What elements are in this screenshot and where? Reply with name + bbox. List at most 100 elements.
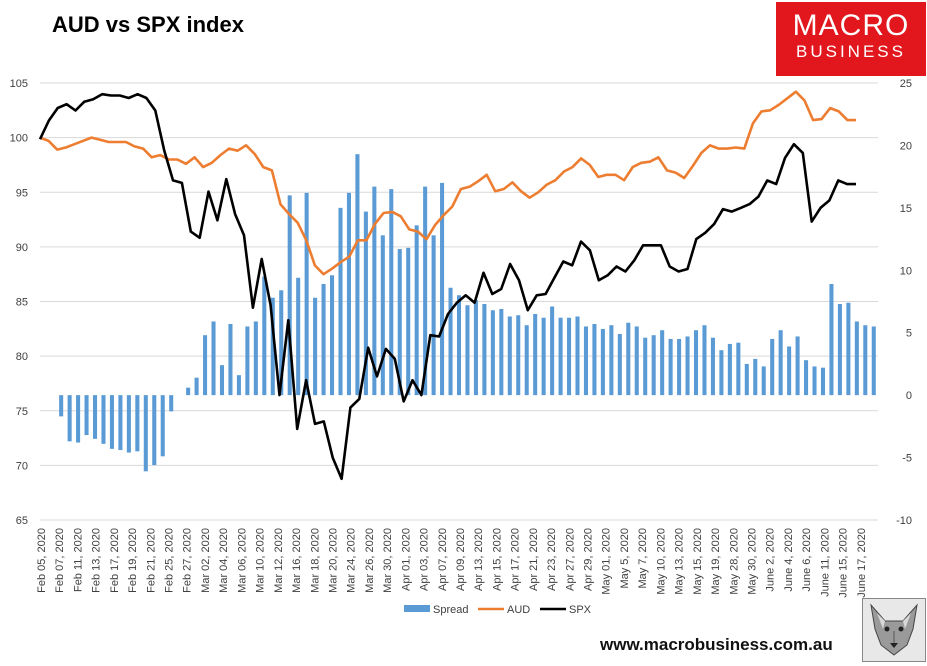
x-tick-label: Mar 02, 2020: [200, 528, 212, 593]
spread-bar: [143, 395, 148, 472]
x-axis-labels: Feb 05, 2020 Feb 07, 2020 Feb 11, 2020 Feb …: [36, 528, 868, 598]
spread-bar: [820, 367, 826, 396]
spread-bar: [169, 395, 174, 412]
spread-bar: [710, 337, 715, 396]
spread-bar: [533, 313, 538, 396]
spread-bar: [719, 350, 724, 396]
x-tick-label: Feb 25, 2020: [164, 528, 176, 593]
x-tick-label: June 4, 2020: [783, 528, 795, 592]
spread-bar: [84, 395, 89, 436]
aud-line: [39, 90, 856, 276]
spread-bar: [634, 326, 639, 396]
spread-bar: [846, 302, 851, 396]
x-tick-label: Feb 17, 2020: [109, 528, 121, 593]
x-tick-label: Apr 23, 2020: [546, 528, 558, 591]
x-tick-label: Feb 19, 2020: [127, 528, 139, 593]
left-tick-label: 95: [16, 187, 28, 199]
spread-bar: [804, 360, 809, 396]
spread-bar: [693, 330, 699, 396]
legend-spread-swatch: [404, 605, 430, 612]
spread-bar: [126, 395, 131, 453]
spread-bar: [448, 287, 453, 396]
x-tick-label: Mar 30, 2020: [382, 528, 394, 593]
x-tick-label: Apr 17, 2020: [510, 528, 522, 591]
spread-bar: [677, 338, 682, 396]
x-tick-label: Apr 15, 2020: [491, 528, 503, 591]
x-tick-label: May 5, 2020: [619, 528, 631, 589]
spread-bar: [253, 321, 258, 396]
x-tick-label: Mar 20, 2020: [327, 528, 339, 593]
spread-bar: [753, 358, 758, 396]
x-tick-label: Apr 01, 2020: [400, 528, 412, 591]
spread-bar: [313, 297, 318, 396]
x-tick-label: Mar 12, 2020: [273, 528, 285, 593]
right-tick-label: 10: [900, 265, 912, 277]
spread-bar: [186, 387, 191, 396]
spread-bar: [660, 330, 665, 396]
x-tick-label: Apr 29, 2020: [583, 528, 595, 591]
x-tick-label: Mar 26, 2020: [364, 528, 376, 593]
spread-bar: [304, 192, 309, 396]
logo-line-1: MACRO: [792, 9, 910, 42]
spread-bars: [59, 154, 876, 472]
x-tick-label: May 10, 2020: [655, 528, 667, 595]
right-tick-label: 5: [906, 328, 912, 340]
spread-bar: [380, 235, 385, 396]
spread-bar: [245, 326, 250, 396]
spx-line: [38, 92, 856, 481]
right-tick-label: 15: [900, 203, 912, 215]
x-tick-label: Mar 06, 2020: [236, 528, 248, 593]
left-tick-label: 105: [10, 78, 28, 90]
spread-bar: [465, 305, 470, 396]
left-tick-label: 80: [16, 351, 28, 363]
x-tick-label: Feb 13, 2020: [91, 528, 103, 593]
x-tick-label: Mar 24, 2020: [346, 528, 358, 593]
x-tick-label: May 15, 2020: [692, 528, 704, 595]
spread-bar: [482, 303, 487, 396]
spread-bar: [414, 225, 419, 396]
left-tick-label: 65: [16, 515, 28, 527]
x-tick-label: Apr 27, 2020: [564, 528, 576, 591]
wolf-emblem-icon: [862, 598, 926, 662]
spread-bar: [194, 377, 199, 396]
x-tick-label: Apr 03, 2020: [419, 528, 431, 591]
spread-bar: [702, 325, 707, 396]
spread-bar: [76, 395, 81, 443]
spread-bar: [355, 154, 360, 396]
x-tick-label: Feb 27, 2020: [182, 528, 194, 593]
spread-bar: [744, 363, 749, 396]
gridlines: [40, 82, 878, 521]
spread-bar: [118, 395, 123, 451]
spread-bar: [203, 335, 208, 396]
spread-bar: [236, 375, 241, 396]
chart-title: AUD vs SPX index: [52, 12, 244, 37]
x-tick-label: May 28, 2020: [728, 528, 740, 595]
x-tick-label: June 17, 2020: [856, 528, 868, 598]
spread-bar: [219, 365, 225, 396]
spread-bar: [787, 346, 792, 396]
spread-bar: [456, 295, 462, 396]
spread-bar: [211, 321, 216, 396]
x-tick-label: Apr 21, 2020: [528, 528, 540, 591]
x-tick-label: June 11, 2020: [819, 528, 831, 597]
spread-bar: [389, 189, 394, 396]
spread-bar: [101, 395, 106, 444]
spread-bar: [270, 297, 275, 396]
x-tick-label: Feb 11, 2020: [72, 528, 84, 592]
spread-bar: [778, 330, 783, 396]
spread-bar: [135, 395, 140, 452]
spread-bar: [363, 211, 368, 396]
spread-bar: [609, 325, 614, 396]
spread-bar: [668, 338, 673, 396]
x-tick-label: Feb 21, 2020: [145, 528, 157, 593]
spread-bar: [524, 325, 529, 396]
spread-bar: [795, 336, 800, 396]
legend-aud-label: AUD: [507, 604, 530, 616]
spread-bar: [575, 316, 580, 396]
x-tick-label: Mar 16, 2020: [291, 528, 303, 593]
x-tick-label: May 13, 2020: [674, 528, 686, 595]
spread-bar: [583, 326, 589, 396]
spread-bar: [727, 343, 732, 396]
logo-line-2: BUSINESS: [796, 42, 906, 61]
